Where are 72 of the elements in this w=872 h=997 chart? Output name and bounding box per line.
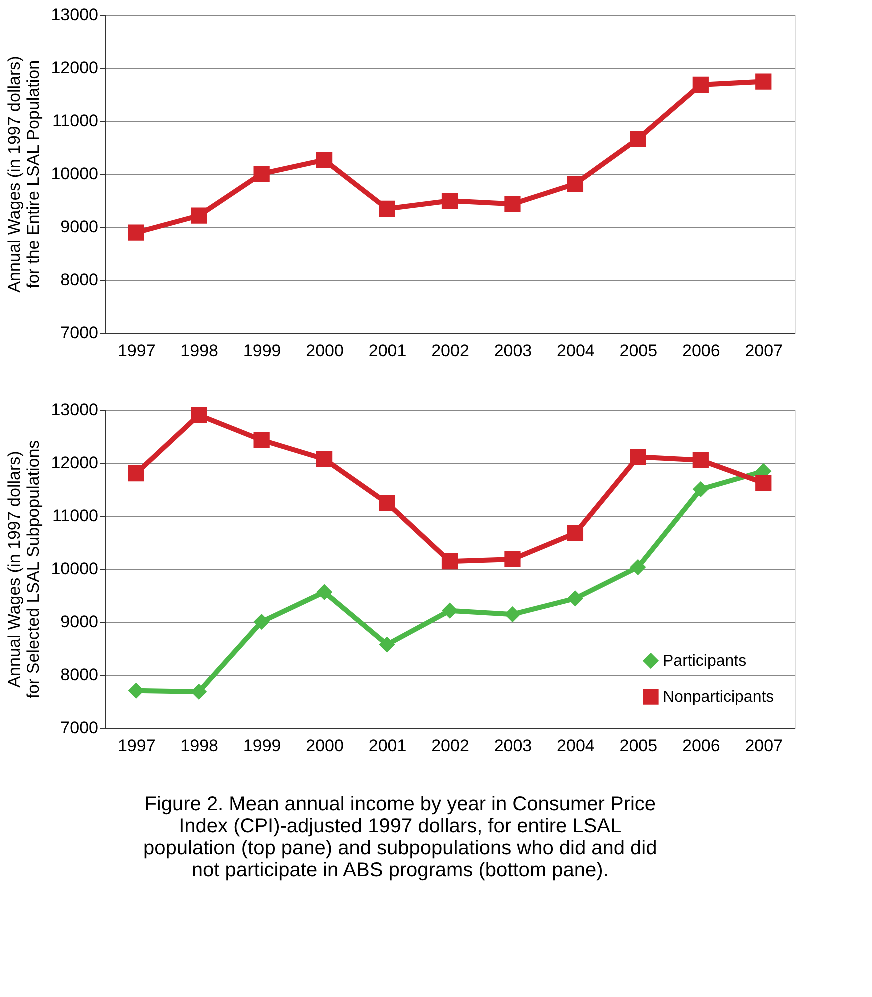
y-axis-title: Annual Wages (in 1997 dollars) for Selected LSAL Subpopulations	[5, 440, 44, 699]
x-tick-label: 2003	[494, 342, 532, 360]
point	[630, 449, 646, 466]
y-tick-label: 8000	[60, 666, 98, 684]
point	[442, 192, 458, 210]
x-tick-label: 1999	[243, 342, 282, 360]
x-tick-label: 1999	[243, 736, 282, 756]
point	[442, 602, 458, 619]
y-tick-label: 10000	[51, 560, 98, 578]
point	[379, 636, 396, 653]
point	[316, 584, 333, 600]
y-tick-label: 13000	[51, 6, 98, 24]
point	[567, 590, 584, 607]
point	[191, 684, 208, 700]
y-axis-title: Annual Wages (in 1997 dollars) for the Entire LSAL Population	[5, 56, 44, 293]
point	[191, 407, 208, 424]
point	[692, 481, 709, 498]
x-tick-label: 2001	[368, 342, 407, 360]
x-tick-label: 2007	[745, 342, 784, 360]
point	[504, 196, 521, 212]
point	[692, 76, 709, 94]
x-tick-label: 2006	[682, 342, 720, 360]
x-tick-label: 2000	[306, 342, 344, 360]
point	[567, 176, 584, 192]
x-tick-label: 2006	[682, 736, 720, 756]
point	[254, 614, 270, 630]
point	[379, 200, 396, 218]
y-tick-label: 7000	[60, 324, 98, 342]
point	[504, 551, 521, 568]
point	[128, 466, 144, 482]
point	[504, 606, 521, 623]
y-tick-label: 11000	[52, 112, 98, 130]
x-tick-label: 2001	[368, 736, 407, 756]
x-tick-label: 2000	[306, 736, 344, 756]
point	[128, 224, 144, 241]
legend-label: Participants	[663, 653, 747, 670]
point	[630, 130, 646, 148]
x-tick-label: 1997	[118, 736, 156, 756]
point	[756, 74, 772, 90]
point	[756, 475, 772, 492]
point	[379, 495, 396, 512]
point	[567, 525, 584, 542]
caption: Figure 2. Mean annual income by year in Consumer Price Index (CPI)-adjusted 1997 dollars, for entire LSAL population (top pane) and subpopulations who did and did not participate in ABS programs (bottom pane).	[143, 794, 658, 882]
y-tick-label: 10000	[51, 164, 98, 184]
point	[191, 208, 208, 224]
y-tick-label: 12000	[51, 58, 98, 78]
x-tick-label: 2004	[557, 736, 595, 756]
point	[442, 554, 458, 570]
x-tick-label: 2007	[745, 736, 784, 756]
x-tick-label: 2005	[620, 736, 658, 756]
point	[254, 432, 270, 448]
x-tick-label: 2004	[557, 342, 595, 360]
point	[254, 166, 270, 182]
x-tick-label: 1998	[180, 342, 219, 360]
x-tick-label: 2005	[620, 342, 658, 360]
y-tick-label: 11000	[52, 506, 98, 526]
point	[692, 452, 709, 468]
y-tick-label: 12000	[51, 454, 98, 472]
point	[316, 451, 333, 468]
legend-label: Nonparticipants	[663, 689, 774, 706]
y-tick-label: 9000	[60, 218, 98, 236]
x-tick-label: 2003	[494, 736, 532, 756]
point	[630, 559, 646, 576]
y-tick-label: 8000	[60, 270, 98, 290]
x-tick-label: 1997	[118, 342, 156, 360]
x-tick-label: 1998	[180, 736, 219, 756]
y-tick-label: 9000	[60, 612, 98, 632]
y-tick-label: 13000	[51, 400, 98, 420]
x-tick-label: 2002	[432, 736, 470, 756]
y-tick-label: 7000	[60, 718, 98, 738]
x-tick-label: 2002	[432, 342, 470, 360]
point	[316, 152, 333, 168]
